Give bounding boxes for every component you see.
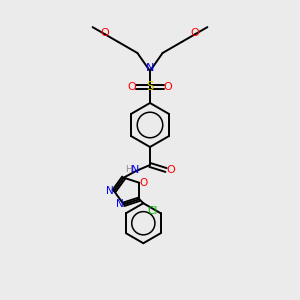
Text: Cl: Cl xyxy=(148,206,158,216)
Text: O: O xyxy=(100,28,109,38)
Text: O: O xyxy=(167,165,176,175)
Text: N: N xyxy=(146,63,154,73)
Text: O: O xyxy=(128,82,136,92)
Text: O: O xyxy=(164,82,172,92)
Text: H: H xyxy=(126,166,132,175)
Text: N: N xyxy=(131,165,139,175)
Text: O: O xyxy=(190,28,200,38)
Text: N: N xyxy=(116,199,124,209)
Text: O: O xyxy=(139,178,148,188)
Text: S: S xyxy=(146,80,154,94)
Text: N: N xyxy=(106,186,114,196)
